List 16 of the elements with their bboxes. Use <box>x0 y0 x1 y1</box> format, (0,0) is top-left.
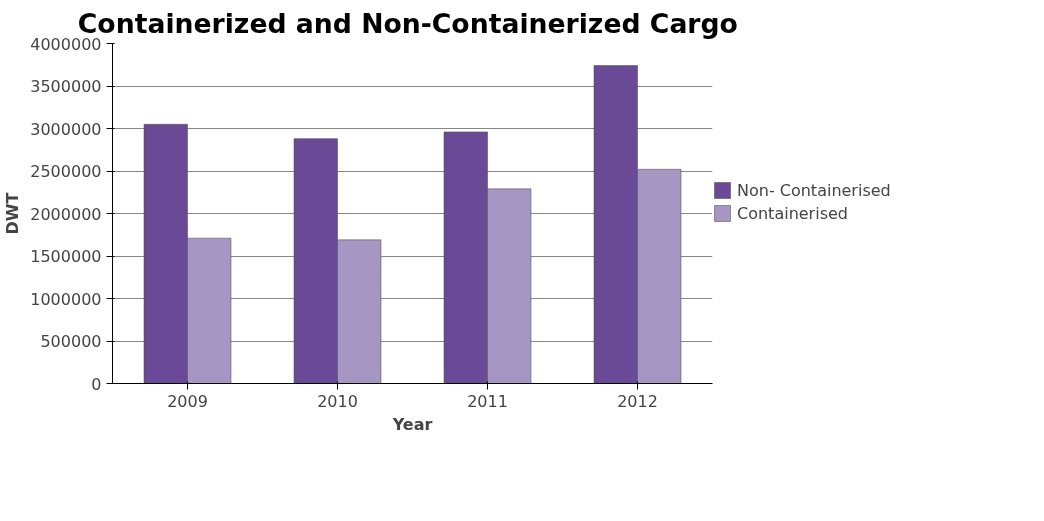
y-tick-label: 3500000 <box>30 77 102 96</box>
x-axis-title: Year <box>391 414 433 434</box>
y-tick-label: 2000000 <box>30 204 102 224</box>
legend-label: Containerised <box>737 203 848 223</box>
y-axis-title: DWT <box>3 192 23 235</box>
x-tick-label: 2011 <box>467 391 508 411</box>
y-tick-label: 2500000 <box>30 162 102 181</box>
y-tick-label: 500000 <box>40 332 102 351</box>
x-tick-label: 2012 <box>617 391 658 411</box>
y-tick-label: 1000000 <box>30 289 102 309</box>
y-tick-label: 0 <box>91 374 102 394</box>
legend-label: Non- Containerised <box>737 180 891 200</box>
x-tick-label: 2010 <box>317 391 358 411</box>
y-tick-label: 1500000 <box>30 247 102 266</box>
x-tick-label: 2009 <box>167 391 208 411</box>
y-tick-label: 3000000 <box>30 119 102 139</box>
